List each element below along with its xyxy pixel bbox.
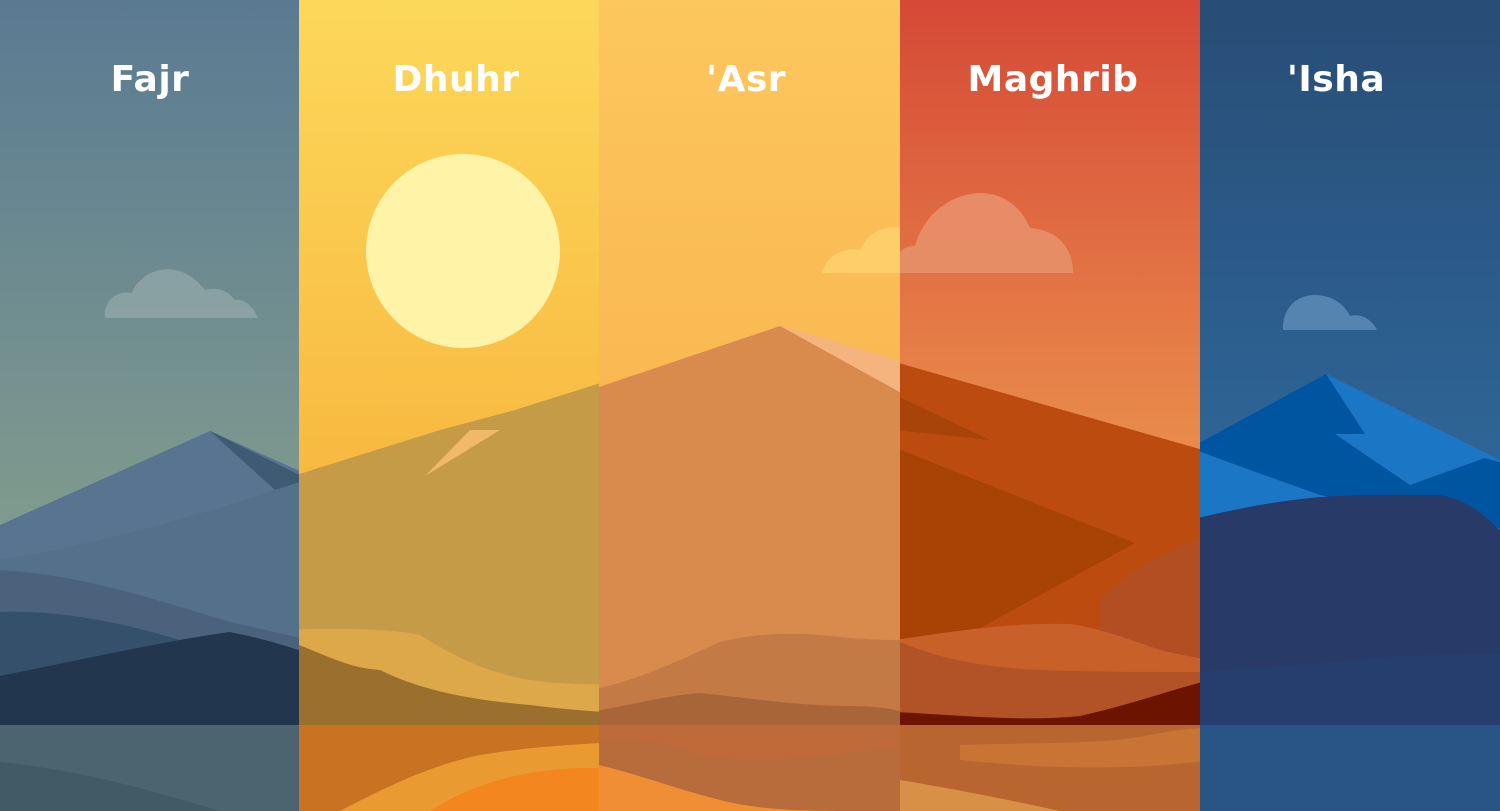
isha-mountain-shadow [1200, 374, 1500, 529]
cloud-icon [900, 193, 1073, 273]
fajr-water-reflection [0, 762, 220, 811]
panel-maghrib [900, 0, 1200, 811]
cloud-icon [822, 227, 900, 273]
panel-asr [599, 0, 900, 811]
maghrib-water-reflection [900, 780, 1060, 811]
dhuhr-water-reflection-2 [430, 768, 599, 811]
panel-title-dhuhr: Dhuhr [392, 59, 520, 100]
panel-isha [1200, 0, 1500, 811]
sun-icon [366, 154, 560, 348]
panel-title-isha: 'Isha [1286, 59, 1386, 100]
panel-dhuhr [299, 0, 599, 811]
isha-water [1200, 725, 1500, 811]
maghrib-ridge [900, 449, 1135, 640]
panel-title-fajr: Fajr [110, 59, 190, 100]
dhuhr-mountain-highlight [425, 430, 500, 476]
fajr-mountain-shadow [210, 431, 299, 490]
cloud-icon [104, 269, 259, 318]
panel-fajr [0, 0, 299, 811]
panel-title-maghrib: Maghrib [967, 59, 1139, 100]
panel-title-asr: 'Asr [705, 59, 787, 100]
maghrib-water-reflection-2 [960, 728, 1200, 768]
asr-water-reflection-2 [599, 765, 850, 811]
asr-mountain-highlight [780, 326, 900, 393]
cloud-icon [1282, 295, 1377, 330]
maghrib-mountain-shadow [900, 397, 990, 440]
